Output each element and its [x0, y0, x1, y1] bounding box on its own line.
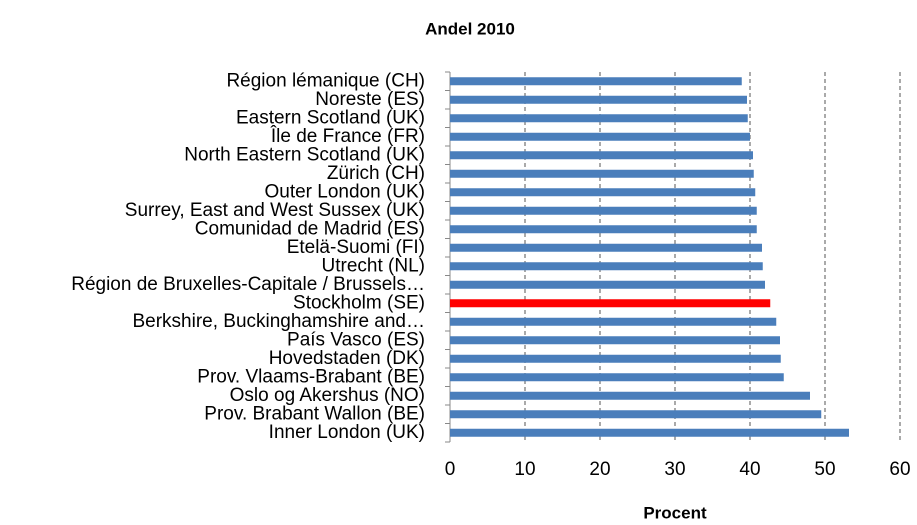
y-tick-label: North Eastern Scotland (UK) — [184, 144, 425, 165]
bar — [450, 225, 757, 234]
y-tick-label: Stockholm (SE) — [293, 292, 425, 313]
y-tick-label: Île de France (FR) — [270, 125, 425, 147]
bar — [450, 280, 765, 289]
y-tick-label: Outer London (UK) — [264, 181, 425, 202]
bar — [450, 95, 747, 104]
bar — [450, 169, 754, 178]
bar — [450, 373, 784, 382]
bar — [450, 206, 757, 215]
y-tick-label: Comunidad de Madrid (ES) — [195, 218, 425, 239]
bar — [450, 410, 822, 419]
bar — [450, 243, 762, 252]
x-tick-label: 10 — [514, 459, 535, 480]
y-tick-label: Oslo og Akershus (NO) — [230, 385, 425, 406]
x-tick-label: 50 — [814, 459, 835, 480]
bar — [450, 262, 763, 271]
y-tick-label: Région lémanique (CH) — [226, 70, 425, 91]
bar — [450, 336, 780, 345]
bar — [450, 132, 750, 141]
y-tick-label: Berkshire, Buckinghamshire and… — [132, 311, 425, 332]
bar — [450, 354, 781, 363]
y-tick-label: Région de Bruxelles-Capitale / Brussels… — [71, 274, 425, 295]
y-tick-label: Prov. Brabant Wallon (BE) — [204, 403, 425, 424]
y-tick-label: País Vasco (ES) — [287, 329, 425, 350]
x-axis-label: Procent — [643, 503, 707, 522]
y-tick-label: Utrecht (NL) — [322, 255, 425, 276]
x-tick-label: 0 — [445, 459, 456, 480]
x-tick-label: 40 — [739, 459, 760, 480]
bar — [450, 428, 849, 437]
bar — [450, 391, 810, 400]
x-tick-label: 20 — [589, 459, 610, 480]
bar — [450, 188, 756, 197]
bar — [450, 299, 771, 308]
chart-title: Andel 2010 — [425, 19, 515, 38]
y-tick-label: Hovedstaden (DK) — [269, 348, 425, 369]
x-tick-label: 60 — [889, 459, 910, 480]
bar — [450, 151, 753, 160]
bar — [450, 114, 748, 123]
y-tick-label: Eastern Scotland (UK) — [236, 107, 425, 128]
y-tick-label: Noreste (ES) — [315, 89, 425, 110]
y-tick-label: Etelä-Suomi (FI) — [287, 237, 425, 258]
y-tick-label: Surrey, East and West Sussex (UK) — [125, 200, 425, 221]
y-tick-label: Inner London (UK) — [269, 422, 425, 443]
bar — [450, 317, 777, 326]
y-tick-label: Zürich (CH) — [327, 163, 425, 184]
x-tick-label: 30 — [664, 459, 685, 480]
bar — [450, 77, 742, 86]
y-tick-label: Prov. Vlaams-Brabant (BE) — [197, 366, 425, 387]
